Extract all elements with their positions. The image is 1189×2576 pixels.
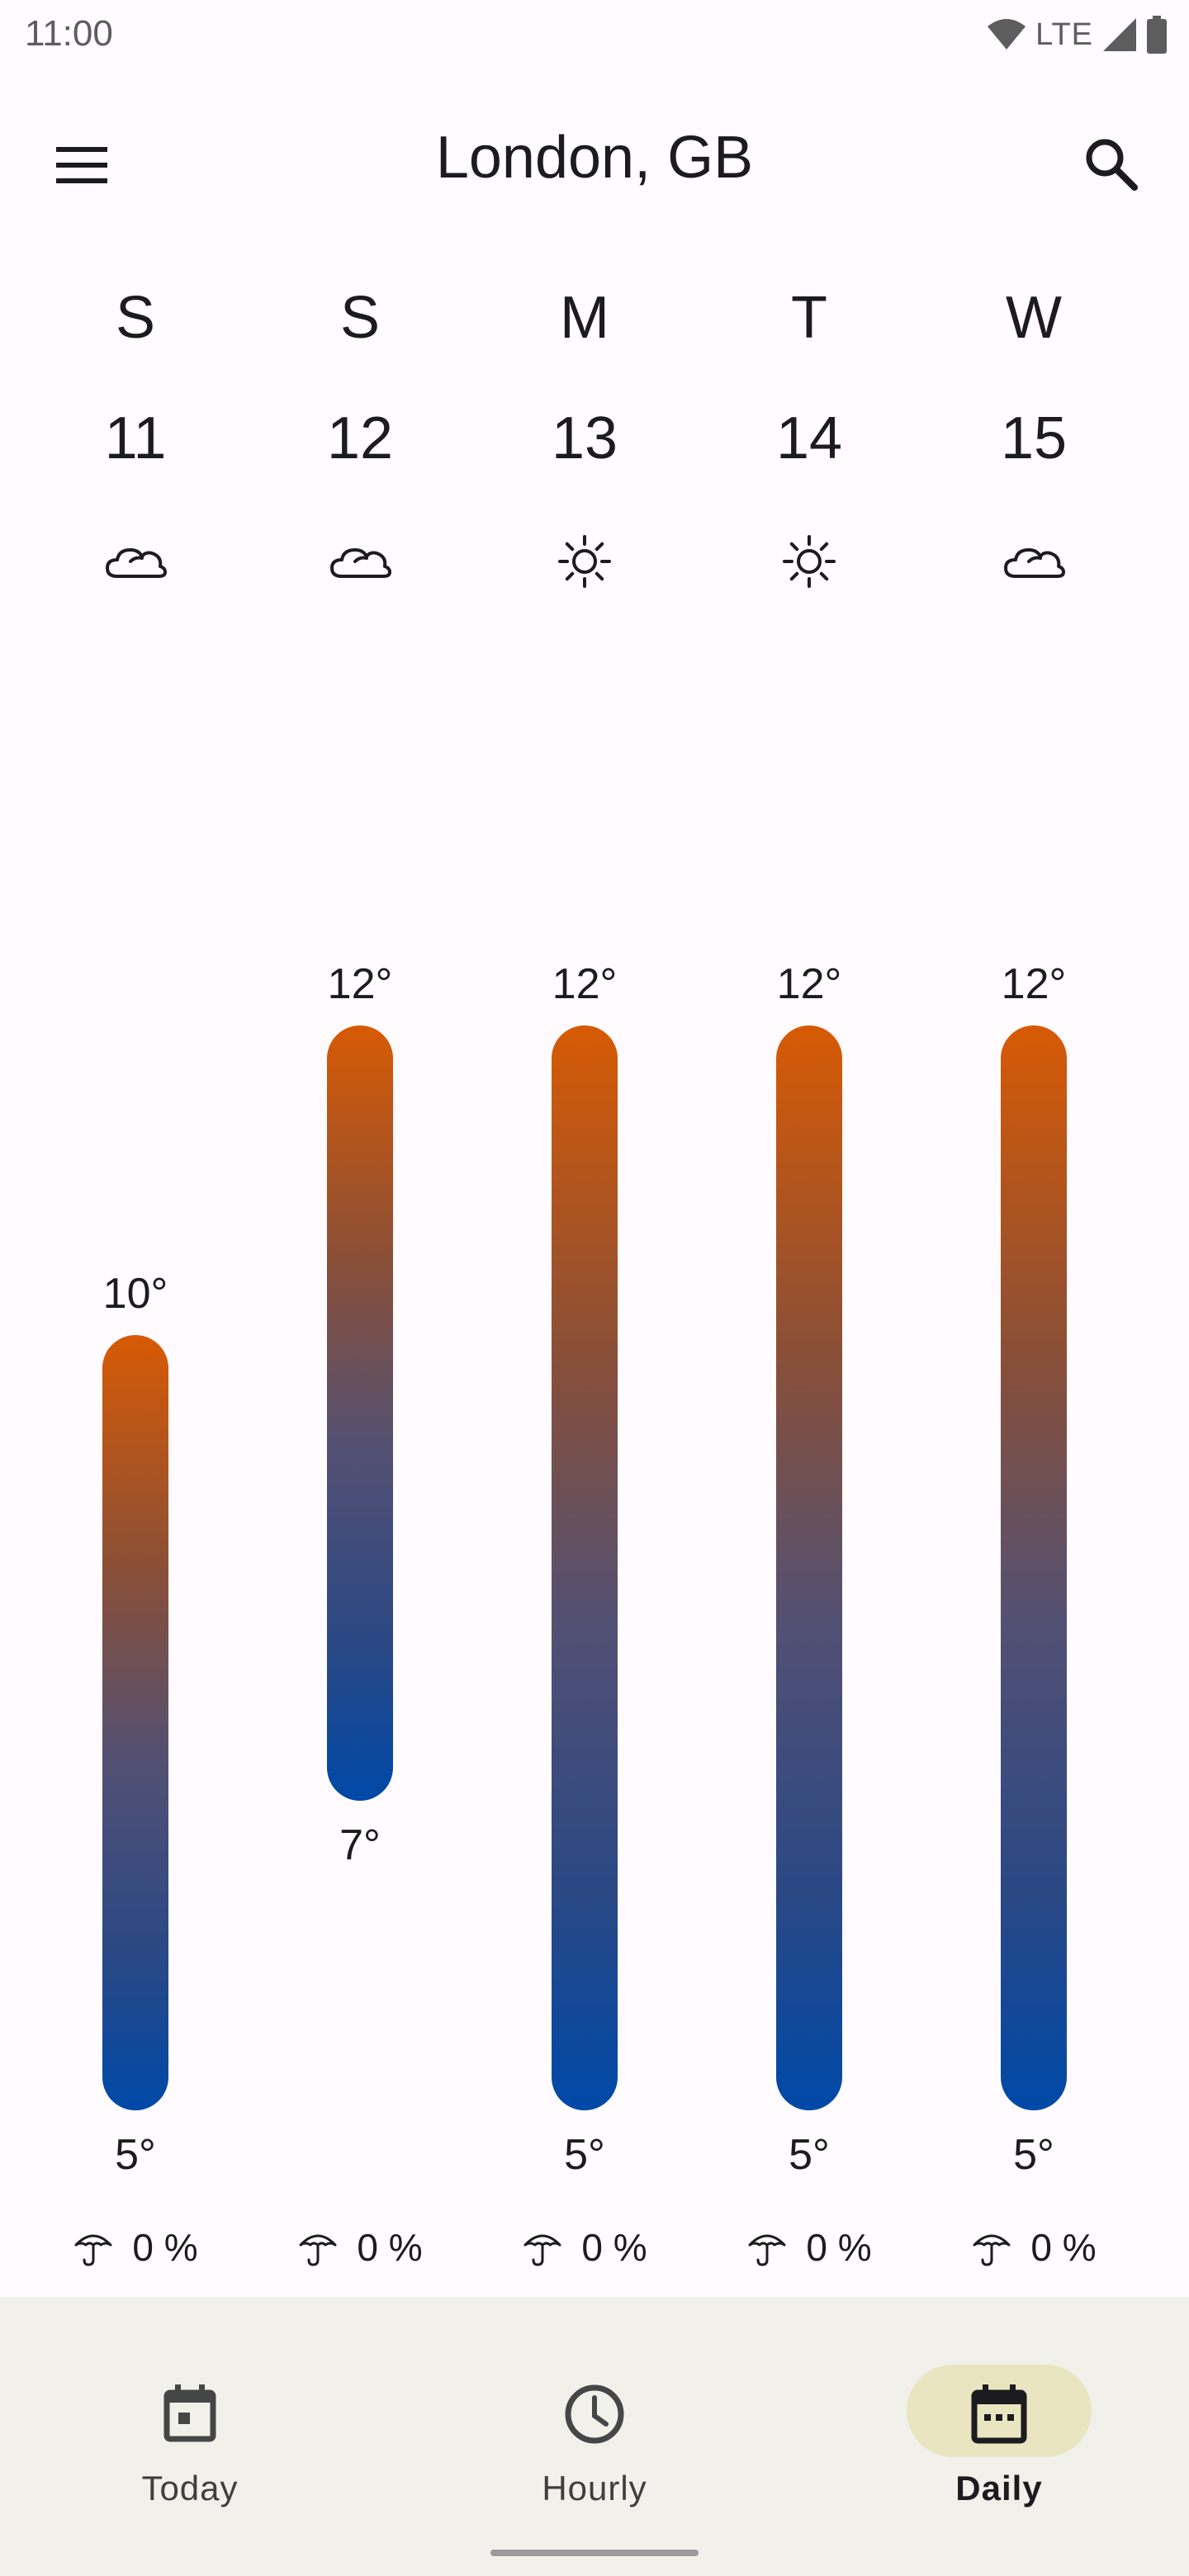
search-icon xyxy=(1086,139,1138,191)
precipitation-value: 0 % xyxy=(806,2226,872,2269)
umbrella-icon xyxy=(522,2227,563,2268)
precipitation-chance: 0 % xyxy=(248,2221,472,2274)
low-temperature: 5° xyxy=(564,2131,605,2179)
low-temperature: 7° xyxy=(339,1821,381,1869)
day-date: 13 xyxy=(551,405,618,471)
precipitation-chance: 0 % xyxy=(472,2221,697,2274)
day-date: 15 xyxy=(1000,405,1068,471)
search-button[interactable] xyxy=(1073,130,1148,197)
wifi-icon xyxy=(988,19,1026,50)
home-indicator[interactable] xyxy=(490,2550,699,2556)
day-of-week: T xyxy=(791,285,827,351)
nav-label-hourly: Hourly xyxy=(542,2469,647,2507)
clock-icon xyxy=(565,2384,624,2444)
low-temperature: 5° xyxy=(115,2131,156,2179)
umbrella-icon xyxy=(971,2227,1012,2268)
umbrella-icon xyxy=(73,2227,114,2268)
precipitation-value: 0 % xyxy=(1030,2226,1097,2269)
signal-icon xyxy=(1103,18,1136,51)
high-temperature: 12° xyxy=(552,960,618,1008)
nav-label-daily: Daily xyxy=(955,2469,1043,2507)
precipitation-value: 0 % xyxy=(132,2226,198,2269)
day-date: 14 xyxy=(775,405,843,471)
high-temperature: 10° xyxy=(102,1270,168,1319)
nav-item-daily[interactable]: Daily xyxy=(867,2330,1131,2512)
precipitation-chance: 0 % xyxy=(697,2221,921,2274)
day-date: 12 xyxy=(326,405,394,471)
calendar-day-icon xyxy=(163,2384,216,2442)
temperature-range-bar xyxy=(327,1025,393,1801)
high-temperature: 12° xyxy=(327,960,393,1008)
day-column[interactable]: S 12 12° 7° 0 % xyxy=(248,0,472,2295)
sun-icon xyxy=(776,528,842,594)
cloud-icon xyxy=(1001,528,1067,594)
temperature-range-bar xyxy=(776,1025,842,2110)
sun-icon xyxy=(552,528,618,594)
battery-icon xyxy=(1147,16,1167,54)
day-of-week: S xyxy=(115,285,156,351)
nav-label-today: Today xyxy=(141,2469,239,2507)
umbrella-icon xyxy=(297,2227,339,2268)
high-temperature: 12° xyxy=(1001,960,1067,1008)
temperature-range-bar xyxy=(102,1335,168,2110)
nav-item-today[interactable]: Today xyxy=(58,2330,322,2512)
day-column[interactable]: M 13 12° 5° 0 % xyxy=(472,0,697,2295)
day-of-week: S xyxy=(339,285,381,351)
cloud-icon xyxy=(327,528,393,594)
nav-item-hourly[interactable]: Hourly xyxy=(462,2330,727,2512)
cloud-icon xyxy=(102,528,168,594)
status-icons: LTE xyxy=(986,13,1168,56)
high-temperature: 12° xyxy=(776,960,842,1008)
day-column[interactable]: S 11 10° 5° 0 % xyxy=(23,0,248,2295)
day-of-week: W xyxy=(1006,285,1062,351)
calendar-icon xyxy=(971,2384,1027,2444)
day-date: 11 xyxy=(104,405,167,471)
day-of-week: M xyxy=(560,285,609,351)
network-type-label: LTE xyxy=(1035,17,1093,52)
low-temperature: 5° xyxy=(789,2131,830,2179)
precipitation-chance: 0 % xyxy=(23,2221,248,2274)
top-app-bar: London, GB xyxy=(0,99,1189,231)
day-column[interactable]: W 15 12° 5° 0 % xyxy=(921,0,1146,2295)
umbrella-icon xyxy=(746,2227,788,2268)
low-temperature: 5° xyxy=(1013,2131,1054,2179)
status-bar: 11:00 LTE xyxy=(0,0,1189,69)
day-column[interactable]: T 14 12° 5° 0 % xyxy=(697,0,921,2295)
temperature-range-bar xyxy=(1001,1025,1067,2110)
menu-icon xyxy=(56,147,107,183)
page-title: London, GB xyxy=(435,125,754,191)
precipitation-value: 0 % xyxy=(581,2226,647,2269)
temperature-range-bar xyxy=(552,1025,618,2110)
precipitation-chance: 0 % xyxy=(921,2221,1146,2274)
status-time: 11:00 xyxy=(25,13,113,54)
bottom-navigation: Today Hourly Daily xyxy=(0,2297,1189,2576)
precipitation-value: 0 % xyxy=(357,2226,423,2269)
menu-button[interactable] xyxy=(45,132,119,198)
